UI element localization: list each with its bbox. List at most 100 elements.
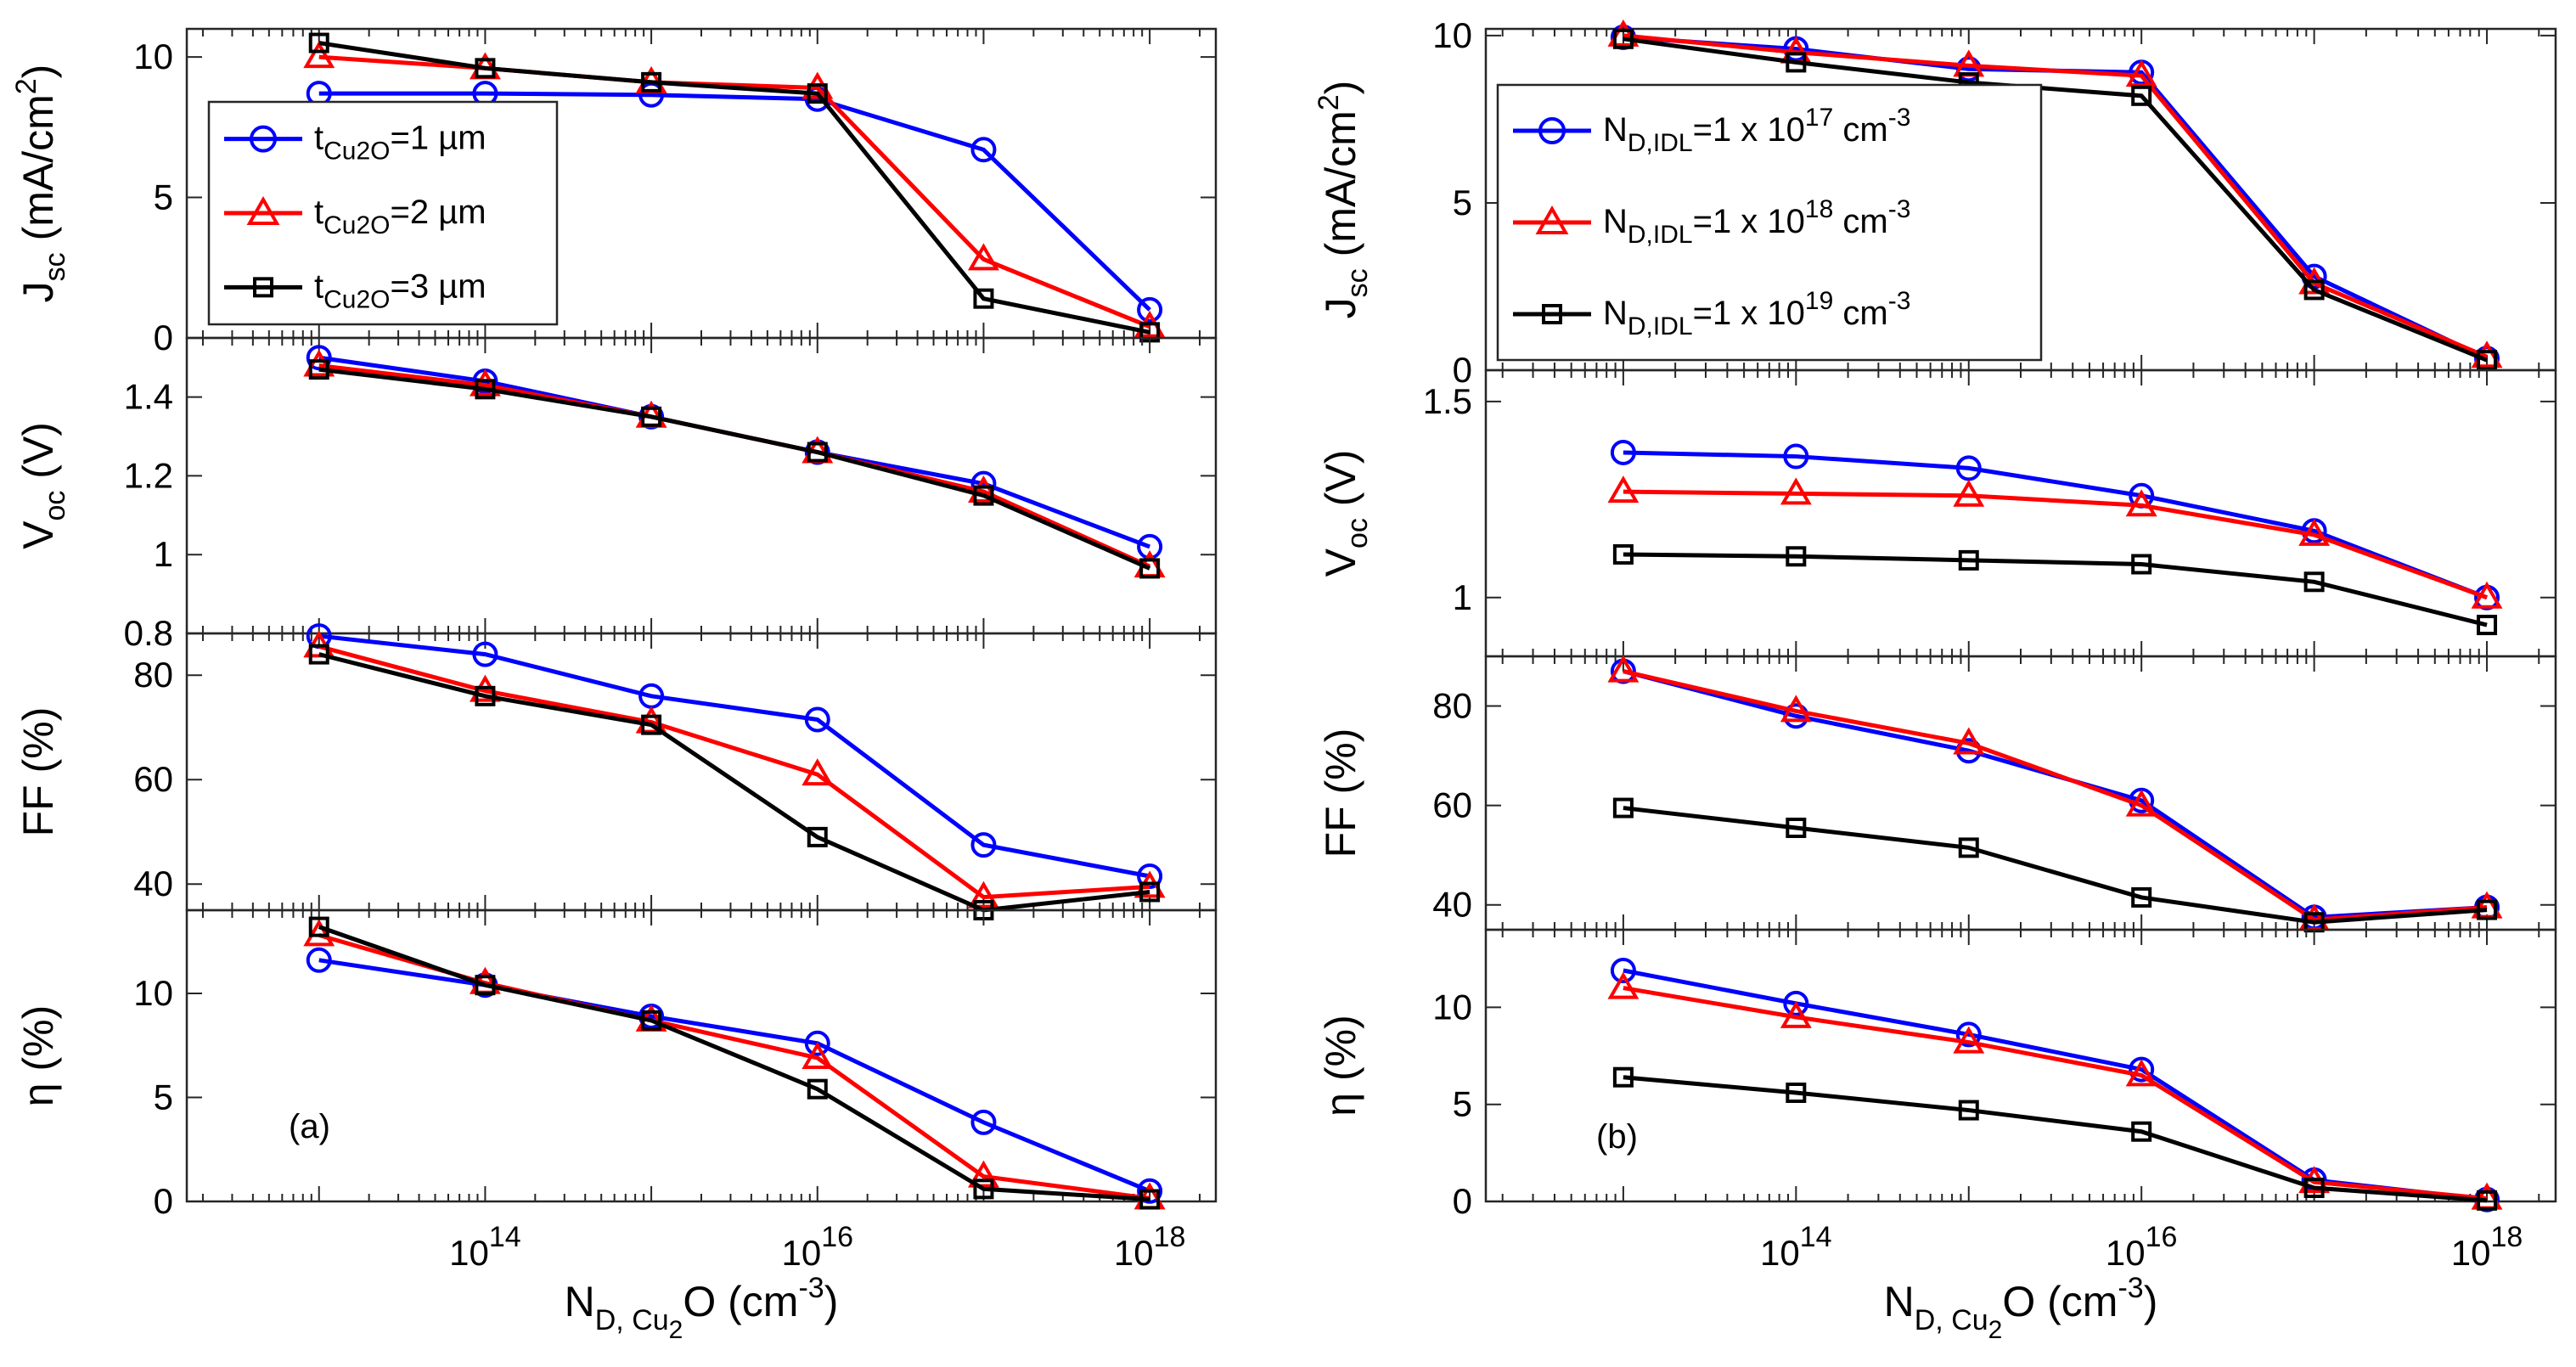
y-tick-label: 10 xyxy=(1432,15,1472,55)
data-point xyxy=(475,379,496,400)
subplot-ff: 40 60 80 FF (%) xyxy=(14,623,1218,920)
data-point xyxy=(1786,52,1807,73)
y-tick-label: 60 xyxy=(1432,785,1472,825)
data-point xyxy=(308,644,329,665)
x-tick-label: 1016 xyxy=(2106,1221,2178,1273)
data-point xyxy=(1607,475,1640,503)
data-point xyxy=(641,714,662,735)
data-point xyxy=(2477,615,2498,636)
y-tick-label: 0 xyxy=(1453,350,1472,390)
series-line-2 xyxy=(318,54,1151,329)
data-point xyxy=(2303,1178,2325,1198)
y-tick-label: 1.2 xyxy=(124,455,173,495)
y-tick-label: 1.5 xyxy=(1423,381,1472,421)
data-point xyxy=(2303,279,2325,301)
data-point xyxy=(1786,546,1807,567)
series-line-3 xyxy=(1623,552,2488,627)
x-tick-label: 1018 xyxy=(2451,1221,2523,1273)
series-line-1 xyxy=(318,91,1151,312)
subplot-jsc: 0 5 10 Jsc (mA/cm2) xyxy=(1313,15,2557,390)
data-point xyxy=(804,706,830,733)
data-point xyxy=(2131,554,2152,575)
data-point xyxy=(1139,558,1161,579)
legend-label: ND,IDL=1 x 1019 cm-3 xyxy=(1603,287,1910,340)
data-point xyxy=(1137,296,1163,323)
data-point xyxy=(2131,1121,2152,1142)
series-line-1 xyxy=(1623,968,2488,1202)
subplot-voc: 1 1.5 Voc (V) xyxy=(1317,368,2557,658)
data-point xyxy=(1612,1066,1634,1088)
y-tick-label: 5 xyxy=(1453,1084,1472,1124)
data-point xyxy=(801,758,834,786)
series-line-3 xyxy=(318,41,1150,335)
y-tick-label: 1 xyxy=(1453,577,1472,617)
data-point xyxy=(306,947,332,973)
data-point xyxy=(1958,837,1979,858)
data-point xyxy=(2125,789,2157,817)
data-point xyxy=(472,641,498,667)
legend-label: ND,IDL=1 x 1018 cm-3 xyxy=(1603,195,1910,249)
y-axis-label: FF (%) xyxy=(1317,729,1364,858)
subplot-jsc: 0 5 10 Jsc (mA/cm2) xyxy=(10,27,1218,357)
data-point xyxy=(1783,443,1809,470)
y-axis-label: FF (%) xyxy=(14,707,62,837)
axes-box xyxy=(1484,368,2557,658)
y-tick-label: 60 xyxy=(133,759,173,799)
series-line-1 xyxy=(318,633,1150,879)
data-point xyxy=(1958,549,1979,571)
data-point xyxy=(967,880,999,909)
y-tick-label: 0 xyxy=(154,1181,173,1221)
data-point xyxy=(1612,543,1634,565)
data-point xyxy=(1786,817,1807,838)
data-point xyxy=(1780,477,1812,505)
axes-box xyxy=(1484,655,2557,931)
data-point xyxy=(475,975,496,996)
data-point xyxy=(807,826,828,847)
data-point xyxy=(2125,1059,2157,1087)
data-point xyxy=(1607,971,1640,999)
x-tick-label: 1018 xyxy=(1114,1221,1186,1273)
data-point xyxy=(1786,1083,1807,1103)
data-point xyxy=(1607,19,1640,47)
x-tick-label: 1014 xyxy=(1760,1221,1832,1273)
data-point xyxy=(635,706,667,734)
y-tick-label: 5 xyxy=(154,177,173,217)
data-point xyxy=(1612,797,1634,819)
data-point xyxy=(970,137,997,163)
data-point xyxy=(970,1109,997,1135)
data-point xyxy=(2298,518,2331,546)
y-tick-label: 1 xyxy=(154,534,173,574)
legend-label: tCu2O=3 µm xyxy=(314,267,487,313)
series-line-1 xyxy=(1623,669,2488,920)
y-axis-label: Jsc (mA/cm2) xyxy=(1313,81,1374,319)
data-point xyxy=(1958,1100,1979,1121)
data-point xyxy=(1610,958,1636,983)
data-point xyxy=(807,442,828,463)
legend: tCu2O=1 µm tCu2O=2 µm tCu2O=3 µm xyxy=(207,100,559,326)
y-tick-label: 0 xyxy=(1453,1181,1472,1221)
data-point xyxy=(308,359,329,380)
panel-label: (a) xyxy=(289,1108,330,1145)
x-axis-label: ND, Cu2O (cm-3) xyxy=(565,1272,839,1344)
data-point xyxy=(303,919,335,947)
series-line-3 xyxy=(318,925,1150,1202)
data-point xyxy=(1955,455,1982,481)
data-point xyxy=(308,916,329,937)
data-point xyxy=(308,32,329,53)
y-tick-label: 1.4 xyxy=(124,377,173,417)
series-line-2 xyxy=(318,644,1150,900)
y-axis-label: Jsc (mA/cm2) xyxy=(10,65,71,303)
data-point xyxy=(1607,655,1640,683)
x-axis-label: ND, Cu2O (cm-3) xyxy=(1884,1272,2158,1344)
legend-marker xyxy=(246,195,280,225)
data-point xyxy=(2477,1190,2498,1211)
series-line-2 xyxy=(318,363,1151,569)
axes-box xyxy=(185,632,1218,912)
series-line-2 xyxy=(1623,33,2489,359)
data-point xyxy=(2471,340,2503,368)
series-line-3 xyxy=(318,367,1151,571)
axes-box xyxy=(1484,928,2557,1203)
legend-marker xyxy=(1538,117,1566,144)
data-point xyxy=(973,1179,994,1200)
